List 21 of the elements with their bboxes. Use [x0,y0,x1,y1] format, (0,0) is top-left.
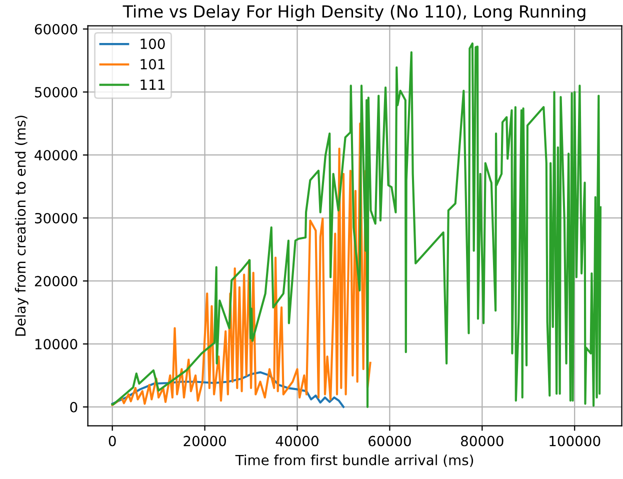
y-tick-label: 40000 [34,150,78,160]
x-tick-label: 60000 [368,436,411,446]
y-tick-label: 0 [70,402,78,412]
chart-title: Time vs Delay For High Density (No 110), Long Running [122,4,586,21]
x-tick-label: 0 [108,436,116,446]
x-tick-label: 20000 [184,436,226,446]
legend-label: 111 [140,80,164,90]
y-tick-label: 30000 [34,212,78,224]
legend-label: 100 [140,38,165,50]
y-tick-label: 10000 [35,338,78,350]
x-tick-label: 40000 [276,436,318,446]
y-tick-label: 50000 [35,86,78,98]
y-axis-title: Delay from creation to end (ms) [14,116,28,336]
x-tick-label: 80000 [461,436,504,446]
line-series [111,371,345,408]
y-tick-label: 60000 [34,24,78,34]
x-tick-label: 100000 [550,436,600,446]
y-tick-label: 20000 [34,276,78,286]
x-axis-title: Time from first bundle arrival (ms) [235,454,474,467]
legend-label: 101 [140,59,164,70]
line-series [111,122,372,406]
